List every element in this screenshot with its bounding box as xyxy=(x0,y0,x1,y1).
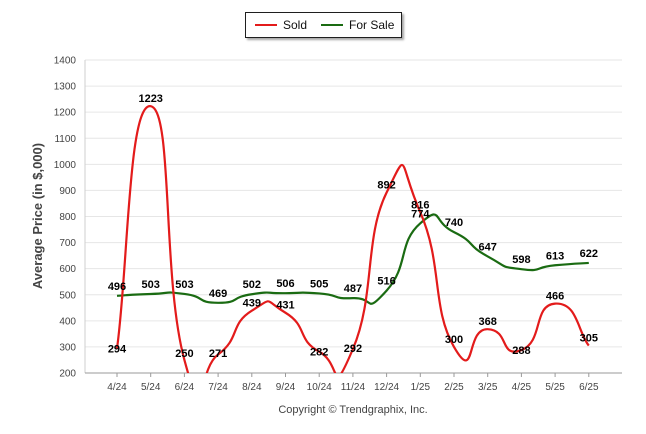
y-tick-label: 600 xyxy=(59,264,76,275)
y-tick-label: 1200 xyxy=(54,108,77,119)
x-tick-label: 11/24 xyxy=(341,382,366,393)
y-tick-label: 900 xyxy=(59,186,76,197)
data-label-for-sale: 516 xyxy=(377,276,395,288)
y-tick-label: 1300 xyxy=(54,82,77,93)
x-tick-label: 10/24 xyxy=(307,382,332,393)
legend: Sold For Sale xyxy=(245,12,402,38)
grid-lines xyxy=(84,59,622,374)
data-label-sold: 1223 xyxy=(138,93,162,105)
x-tick-label: 7/24 xyxy=(208,382,228,393)
x-tick-label: 9/24 xyxy=(276,382,296,393)
y-tick-label: 800 xyxy=(59,212,76,223)
data-label-for-sale: 496 xyxy=(108,281,126,293)
data-label-for-sale: 740 xyxy=(445,217,463,229)
y-tick-label: 700 xyxy=(59,238,76,249)
data-label-sold: 250 xyxy=(175,348,193,360)
data-label-for-sale: 505 xyxy=(310,278,328,290)
data-label-sold: 816 xyxy=(411,199,429,211)
data-label-sold: 292 xyxy=(344,343,362,355)
series-line-sold xyxy=(115,105,590,373)
x-tick-label: 5/25 xyxy=(545,382,565,393)
y-tick-label: 1100 xyxy=(54,134,76,145)
data-label-for-sale: 598 xyxy=(512,254,530,266)
y-tick-label: 1000 xyxy=(54,160,77,171)
data-label-sold: 271 xyxy=(209,348,227,360)
data-label-sold: 439 xyxy=(243,298,261,310)
y-tick-label: 500 xyxy=(59,290,76,301)
data-label-for-sale: 774 xyxy=(411,208,430,220)
data-label-sold: 288 xyxy=(512,345,530,357)
x-tick-label: 2/25 xyxy=(444,382,464,393)
series-lines xyxy=(115,105,590,373)
y-axis-ticks: 200 300 400 500 600 700 800 900 1000 1100 1200 1300… xyxy=(54,56,77,380)
x-tick-label: 1/25 xyxy=(411,382,431,393)
data-label-for-sale: 613 xyxy=(546,250,564,262)
x-tick-label: 12/24 xyxy=(374,382,399,393)
data-label-for-sale: 487 xyxy=(344,283,362,295)
data-label-for-sale: 503 xyxy=(175,279,193,291)
data-label-for-sale: 503 xyxy=(142,279,160,291)
data-labels: 294 1223 250 271 439 431 282 292 892 816 300 368 288… xyxy=(108,93,598,360)
data-label-sold: 305 xyxy=(580,333,598,345)
data-label-for-sale: 502 xyxy=(243,279,261,291)
data-label-sold: 892 xyxy=(377,180,395,192)
legend-swatch-sold xyxy=(255,24,277,26)
x-axis-ticks: 4/24 5/24 6/24 7/24 8/24 9/24 10/24 11/24 12/24 1… xyxy=(107,373,599,393)
data-label-for-sale: 506 xyxy=(276,278,294,290)
data-label-sold: 294 xyxy=(108,343,127,355)
data-label-for-sale: 647 xyxy=(479,241,497,253)
y-tick-label: 400 xyxy=(59,316,76,327)
data-label-sold: 368 xyxy=(479,316,497,328)
data-label-sold: 300 xyxy=(445,334,463,346)
x-tick-label: 6/24 xyxy=(175,382,195,393)
data-label-for-sale: 469 xyxy=(209,288,227,300)
x-tick-label: 6/25 xyxy=(579,382,599,393)
x-tick-label: 3/25 xyxy=(478,382,498,393)
data-label-sold: 431 xyxy=(276,300,294,312)
y-axis-label: Average Price (in $,000) xyxy=(30,143,45,289)
data-label-for-sale: 622 xyxy=(580,248,598,260)
legend-entry-for-sale[interactable]: For Sale xyxy=(321,18,394,32)
x-tick-label: 4/24 xyxy=(107,382,127,393)
x-tick-label: 5/24 xyxy=(141,382,161,393)
legend-label-sold: Sold xyxy=(283,18,308,32)
data-label-sold: 466 xyxy=(546,291,564,303)
legend-label-for-sale: For Sale xyxy=(349,18,395,32)
series-line-for-sale xyxy=(116,213,589,305)
x-tick-label: 8/24 xyxy=(242,382,262,393)
legend-entry-sold[interactable]: Sold xyxy=(255,18,307,32)
legend-swatch-for-sale xyxy=(321,24,344,26)
x-tick-label: 4/25 xyxy=(512,382,532,393)
data-label-sold: 282 xyxy=(310,347,328,359)
y-tick-label: 1400 xyxy=(54,56,77,67)
y-tick-label: 200 xyxy=(59,369,76,380)
copyright-footer: Copyright © Trendgraphix, Inc. xyxy=(278,404,427,416)
y-tick-label: 300 xyxy=(59,342,76,353)
